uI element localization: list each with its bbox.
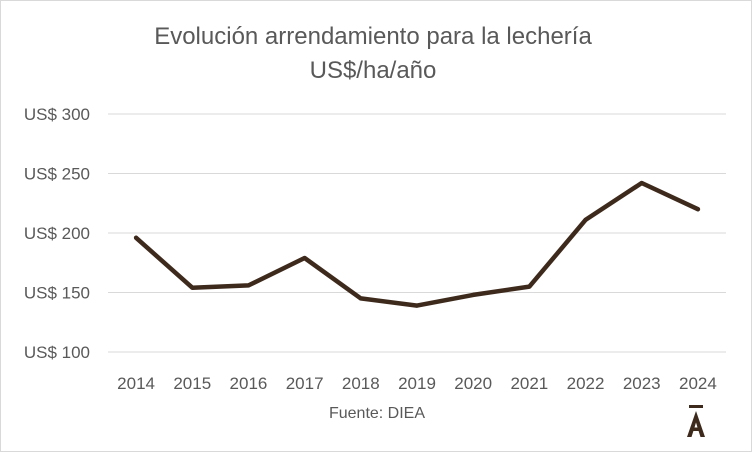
- x-tick-label: 2019: [398, 374, 436, 393]
- x-axis-ticks: 2014 2015 2016 2017 2018 2019 2020 2021 2022 2023…: [117, 374, 717, 393]
- y-tick-label: US$ 200: [24, 224, 90, 243]
- data-point-2024: [695, 207, 700, 212]
- data-point-2015: [190, 285, 195, 290]
- data-point-2018: [358, 296, 363, 301]
- y-tick-label: US$ 250: [24, 165, 90, 184]
- chart-title: Evolución arrendamiento para la lechería: [154, 23, 592, 50]
- data-point-2017: [302, 255, 307, 260]
- data-point-2016: [246, 283, 251, 288]
- y-tick-label: US$ 150: [24, 284, 90, 303]
- y-axis-ticks: US$ 100 US$ 150 US$ 200 US$ 250 US$ 300: [24, 105, 90, 362]
- x-tick-label: 2014: [117, 374, 155, 393]
- chart-subtitle: US$/ha/año: [309, 57, 437, 84]
- data-point-2023: [639, 181, 644, 186]
- x-tick-label: 2017: [286, 374, 324, 393]
- x-tick-label: 2022: [567, 374, 605, 393]
- data-point-2022: [583, 217, 588, 222]
- series-line-0: [133, 180, 701, 308]
- x-tick-label: 2016: [230, 374, 268, 393]
- y-tick-label: US$ 100: [24, 343, 90, 362]
- data-point-2021: [527, 284, 532, 289]
- data-point-2020: [471, 292, 476, 297]
- y-tick-label: US$ 300: [24, 105, 90, 124]
- x-tick-label: 2021: [510, 374, 548, 393]
- data-point-2014: [134, 235, 139, 240]
- x-tick-label: 2023: [623, 374, 661, 393]
- a-macron-logo-icon: [687, 405, 705, 437]
- x-tick-label: 2020: [454, 374, 492, 393]
- source-note: Fuente: DIEA: [328, 405, 426, 422]
- series-layer: [133, 180, 701, 308]
- data-point-2019: [415, 303, 419, 308]
- x-tick-label: 2015: [173, 374, 211, 393]
- gridlines: [108, 113, 726, 353]
- x-tick-label: 2018: [342, 374, 380, 393]
- x-tick-label: 2024: [679, 374, 717, 393]
